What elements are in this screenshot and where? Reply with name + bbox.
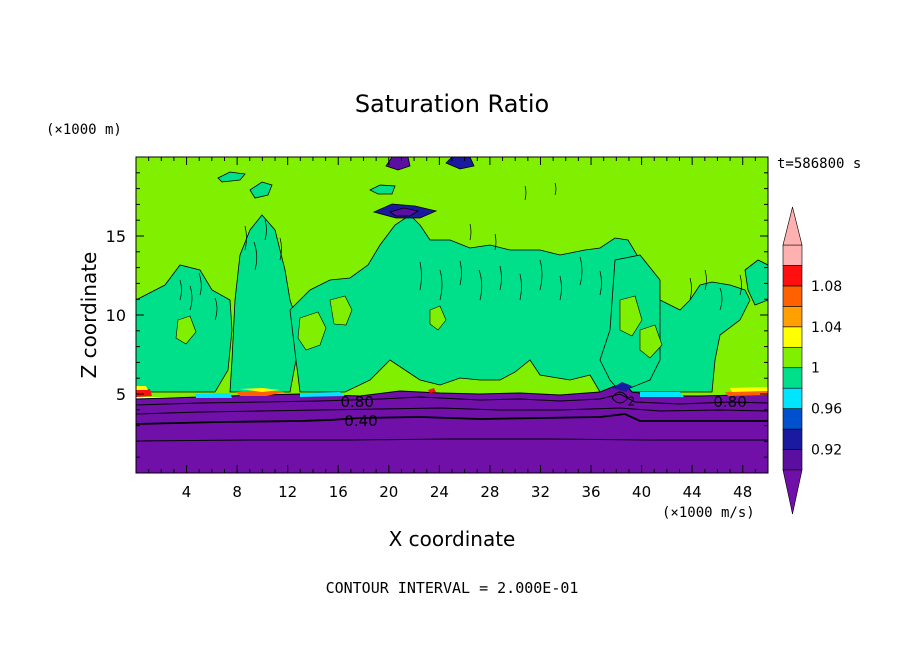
dry-patches-upper [369,157,475,219]
colorbar-swatch [782,306,803,328]
colorbar-over-triangle [782,206,803,246]
x-unit-label: (×1000 m/s) [662,505,755,521]
x-tick-label: 28 [480,483,499,501]
y-tick-label: 15 [106,227,126,246]
x-tick-label: 36 [581,483,600,501]
contour-label: 0.80 [713,393,746,411]
y-unit-label: (×1000 m) [46,122,122,138]
contour-label: 2 [628,394,636,408]
x-tick-label: 24 [430,483,449,501]
colorbar: 1.08 1.04 1 0.96 0.92 [782,206,842,515]
x-tick-label: 20 [379,483,398,501]
contour-streaks [179,182,742,321]
colorbar-tick-label: 1.04 [811,320,842,336]
teal-regions [136,171,768,393]
x-tick-label: 12 [278,483,297,501]
x-axis: 4 8 12 16 20 24 28 32 36 40 44 48 [148,157,756,501]
chart-title: Saturation Ratio [355,90,549,118]
x-tick-label: 16 [329,483,348,501]
colorbar-swatch [782,285,803,307]
colorbar-tick-label: 0.96 [811,402,842,418]
y-tick-label: 10 [106,306,126,325]
x-tick-label: 44 [683,483,702,501]
lower-contours [136,391,768,442]
colorbar-swatch [782,367,803,389]
y-axis-label: Z coordinate [77,252,101,379]
contour-labels: 0.800.400.802 [340,393,746,430]
transition-bands [136,382,768,398]
contour-label: 0.80 [340,393,373,411]
contour-interval-note: CONTOUR INTERVAL = 2.000E-01 [326,579,579,597]
x-tick-label: 40 [632,483,651,501]
colorbar-swatch [782,326,803,348]
x-axis-label: X coordinate [389,527,516,551]
contour-label: 0.40 [344,412,377,430]
colorbar-swatch [782,265,803,287]
x-tick-label: 4 [182,483,192,501]
x-tick-label: 48 [733,483,752,501]
x-tick-label: 32 [531,483,550,501]
colorbar-tick-label: 1.08 [811,279,842,295]
green-islands [175,295,663,359]
x-tick-label: 8 [232,483,242,501]
colorbar-swatch [782,408,803,430]
y-axis: 5 10 15 [106,172,768,458]
time-label: t=586800 s [777,156,861,172]
colorbar-swatch [782,244,803,266]
plot-field [136,157,768,473]
colorbar-swatch [782,346,803,369]
colorbar-tick-label: 1 [811,361,820,377]
colorbar-swatch [782,387,803,409]
y-tick-label: 5 [116,385,126,404]
colorbar-swatch [782,449,803,471]
colorbar-tick-label: 0.92 [811,443,842,459]
colorbar-under-triangle [782,469,803,515]
colorbar-swatch [782,428,803,450]
